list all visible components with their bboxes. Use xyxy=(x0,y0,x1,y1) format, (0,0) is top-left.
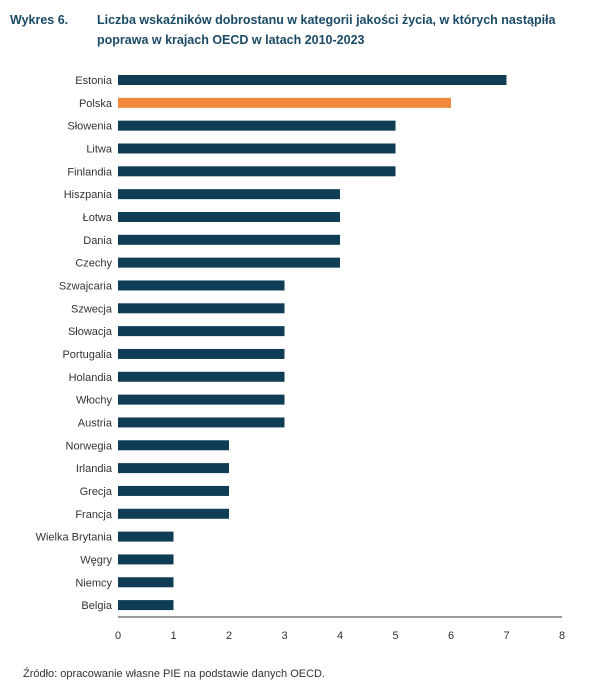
x-tick-label: 6 xyxy=(448,630,454,642)
category-label: Szwajcaria xyxy=(59,280,113,292)
bar-słowacja xyxy=(118,326,285,337)
chart-title: Liczba wskaźników dobrostanu w kategorii… xyxy=(97,13,556,47)
bar-litwa xyxy=(118,143,396,154)
category-label: Belgia xyxy=(81,600,112,612)
x-tick-label: 4 xyxy=(337,630,343,642)
bar-łotwa xyxy=(118,211,340,222)
x-tick-label: 2 xyxy=(226,630,232,642)
bar-włochy xyxy=(118,394,285,405)
category-label: Norwegia xyxy=(66,440,113,452)
bar-hiszpania xyxy=(118,189,340,200)
category-label: Finlandia xyxy=(67,166,113,178)
category-label: Niemcy xyxy=(75,577,112,589)
bar-dania xyxy=(118,234,340,245)
category-label: Czechy xyxy=(75,258,112,270)
category-label: Łotwa xyxy=(83,212,113,224)
category-label: Dania xyxy=(83,235,113,247)
figure-label: Wykres 6. xyxy=(10,13,69,27)
bar-czechy xyxy=(118,257,340,268)
bar-wielka-brytania xyxy=(118,531,174,542)
category-label: Estonia xyxy=(75,75,113,87)
category-label: Holandia xyxy=(69,372,113,384)
x-tick-label: 5 xyxy=(392,630,398,642)
category-label: Wielka Brytania xyxy=(36,532,113,544)
category-label: Francja xyxy=(75,509,113,521)
category-label: Irlandia xyxy=(76,463,113,475)
bar-grecja xyxy=(118,485,229,496)
x-tick-label: 1 xyxy=(170,630,176,642)
category-label: Węgry xyxy=(80,554,112,566)
bar-irlandia xyxy=(118,463,229,474)
bar-francja xyxy=(118,508,229,519)
category-label: Polska xyxy=(79,98,113,110)
bar-holandia xyxy=(118,371,285,382)
bar-belgia xyxy=(118,600,174,611)
bar-estonia xyxy=(118,75,507,85)
bar-portugalia xyxy=(118,348,285,359)
x-tick-label: 0 xyxy=(115,630,121,642)
bar-polska xyxy=(118,97,451,108)
bar-niemcy xyxy=(118,577,174,588)
category-label: Słowacja xyxy=(68,326,113,338)
category-label: Austria xyxy=(78,417,113,429)
bar-słowenia xyxy=(118,120,396,131)
bar-szwajcaria xyxy=(118,280,285,291)
x-tick-label: 7 xyxy=(503,630,509,642)
category-label: Włochy xyxy=(76,395,113,407)
bar-austria xyxy=(118,417,285,428)
category-label: Litwa xyxy=(86,143,113,155)
bar-szwecja xyxy=(118,303,285,314)
x-tick-label: 3 xyxy=(281,630,287,642)
category-label: Szwecja xyxy=(71,303,113,315)
category-label: Hiszpania xyxy=(64,189,113,201)
x-tick-label: 8 xyxy=(559,630,565,642)
category-label: Portugalia xyxy=(62,349,112,361)
bar-finlandia xyxy=(118,166,396,177)
bar-węgry xyxy=(118,554,174,565)
category-label: Grecja xyxy=(80,486,113,498)
source-note: Źródło: opracowanie własne PIE na podsta… xyxy=(23,668,326,680)
bar-norwegia xyxy=(118,440,229,451)
category-label: Słowenia xyxy=(67,121,113,133)
